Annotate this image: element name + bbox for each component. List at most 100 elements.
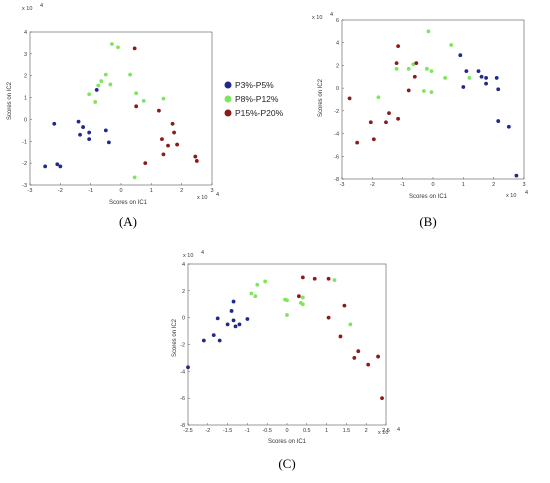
panel-b-x-multiplier: x 10	[506, 193, 516, 199]
panel-a-point-p8-p12	[99, 79, 104, 84]
panel-a-y-tick-label: -2	[22, 161, 27, 167]
panel-b-point-p3-p5	[458, 53, 463, 58]
panel-a-plot-area	[29, 31, 213, 186]
panel-b-point-p15-p20	[406, 88, 411, 93]
panel-a-point-p8-p12	[110, 42, 114, 46]
panel-c-y-tick-label: -8	[180, 423, 185, 429]
legend-label-p15-p20: P15%-P20%	[235, 108, 284, 118]
panel-c-y-tick-label: 0	[182, 316, 185, 322]
panel-a-point-p15-p20	[194, 159, 199, 163]
panel-c-y-tick-label: 4	[182, 262, 185, 268]
panel-c-point-p8-p12	[253, 294, 258, 299]
panel-b-point-p15-p20	[414, 61, 419, 66]
panel-a-point-p3-p5	[103, 128, 108, 133]
panel-a-y-multiplier: x 10	[22, 6, 32, 12]
panel-c-x-tick-label: -1.5	[223, 428, 232, 434]
panel-c-point-p8-p12	[285, 298, 289, 303]
panel-b-point-p3-p5	[461, 85, 466, 89]
legend: P3%-P5% P8%-P12% P15%-P20%	[224, 80, 284, 118]
panel-b-point-p3-p5	[476, 69, 481, 74]
panel-b-point-p8-p12	[422, 89, 426, 93]
panel-c-point-p15-p20	[296, 294, 301, 299]
panel-c-label: (C)	[278, 456, 295, 471]
panel-c-x-tick-label: -2	[205, 428, 210, 434]
panel-b-x-tick-label: 2	[492, 182, 495, 188]
panel-c-point-p8-p12	[285, 313, 289, 317]
panel-a-point-p8-p12	[108, 82, 113, 87]
panel-a-x-tick-label: 2	[180, 188, 183, 194]
panel-c-point-p8-p12	[249, 291, 254, 296]
panel-a-point-p3-p5	[76, 119, 81, 124]
legend-entry-p15-p20: P15%-P20%	[224, 108, 284, 118]
panel-c-y-tick-label: -6	[180, 396, 185, 402]
panel-b-x-tick-label: -1	[400, 182, 405, 188]
panel-c-point-p8-p12	[348, 322, 353, 327]
panel-c-x-multiplier: x 10	[378, 430, 388, 436]
panel-c-point-p15-p20	[326, 276, 331, 281]
panel-a-x-axis-label: Scores on IC1	[109, 200, 148, 206]
panel-c-point-p3-p5	[231, 299, 236, 304]
panel-b-point-p3-p5	[484, 76, 488, 80]
panel-c-point-p3-p5	[225, 322, 230, 327]
panel-b-y-multiplier: x 10	[312, 15, 322, 21]
panel-a-point-p8-p12	[141, 98, 146, 103]
panel-c-point-p15-p20	[326, 315, 331, 320]
panel-b-scatter: x 10 4 x 10 4 Scores on IC1 Scores on IC…	[312, 12, 528, 229]
panel-a-point-p3-p5	[87, 137, 92, 142]
panel-c-x-tick-label: 0.5	[303, 428, 311, 434]
panel-b-y-tick-label: 6	[336, 18, 339, 24]
panel-c-point-p3-p5	[201, 338, 206, 343]
panel-b-x-tick-label: 3	[522, 182, 525, 188]
panel-c-y-tick-label: -4	[180, 369, 185, 375]
panel-c-x-tick-label: 2.5	[382, 428, 390, 434]
legend-label-p3-p5: P3%-P5%	[235, 80, 274, 90]
panel-c-y-multiplier: x 10	[183, 253, 193, 259]
panel-a-point-p8-p12	[116, 45, 120, 50]
panel-b-point-p8-p12	[406, 66, 411, 71]
panel-b-point-p8-p12	[394, 66, 399, 71]
panel-b-point-p3-p5	[496, 87, 501, 92]
panel-b-x-exponent: 4	[525, 190, 528, 196]
panel-a-point-p15-p20	[134, 104, 139, 109]
panel-b-y-tick-label: 0	[336, 86, 339, 92]
panel-b-y-tick-label: 4	[336, 41, 339, 47]
panel-c-x-tick-label: 0	[285, 428, 288, 434]
panel-a-y-tick-label: 1	[24, 96, 27, 102]
panel-c-point-p15-p20	[366, 362, 371, 367]
panel-c-point-p3-p5	[186, 365, 190, 370]
panel-a-x-tick-label: 3	[210, 188, 213, 194]
panel-c-point-p15-p20	[356, 349, 361, 354]
panel-c-point-p15-p20	[376, 354, 380, 359]
panel-b-point-p15-p20	[384, 120, 388, 125]
panel-a-point-p8-p12	[93, 100, 98, 104]
panel-a-point-p3-p5	[55, 162, 60, 167]
panel-b-plot-area	[341, 19, 525, 180]
panel-c-y-axis-label: Scores on IC2	[172, 318, 178, 357]
panel-a-point-p15-p20	[172, 130, 176, 135]
legend-entry-p3-p5: P3%-P5%	[224, 80, 274, 90]
panel-c-point-p15-p20	[342, 303, 347, 308]
panel-a-y-exponent: 4	[40, 3, 43, 9]
panel-a-point-p3-p5	[52, 121, 57, 126]
panel-c-point-p8-p12	[300, 295, 305, 300]
panel-b-x-tick-label: 0	[431, 182, 434, 188]
panel-c-point-p15-p20	[300, 275, 305, 280]
panel-b-point-p8-p12	[376, 95, 381, 100]
panel-c-scatter: x 10 4 x 10 4 Scores on IC1 Scores on IC…	[172, 250, 400, 471]
panel-b-y-tick-label: -6	[334, 154, 339, 160]
panel-c-point-p3-p5	[217, 338, 222, 343]
panel-b-x-tick-label: 1	[462, 182, 465, 188]
panel-b-x-tick-label: -3	[340, 182, 345, 188]
panel-a-label: (A)	[119, 214, 137, 229]
panel-b-point-p8-p12	[467, 76, 472, 80]
legend-entry-p8-p12: P8%-P12%	[224, 94, 279, 104]
panel-a-point-p15-p20	[160, 137, 164, 142]
panel-a-point-p8-p12	[132, 175, 137, 180]
panel-b-point-p15-p20	[355, 140, 360, 145]
panel-b-point-p3-p5	[494, 76, 499, 80]
panel-c-x-tick-label: 2	[365, 428, 368, 434]
panel-a-point-p15-p20	[193, 154, 198, 159]
panel-a-y-tick-label: 0	[24, 117, 27, 123]
panel-a-y-tick-label: 3	[24, 52, 27, 58]
